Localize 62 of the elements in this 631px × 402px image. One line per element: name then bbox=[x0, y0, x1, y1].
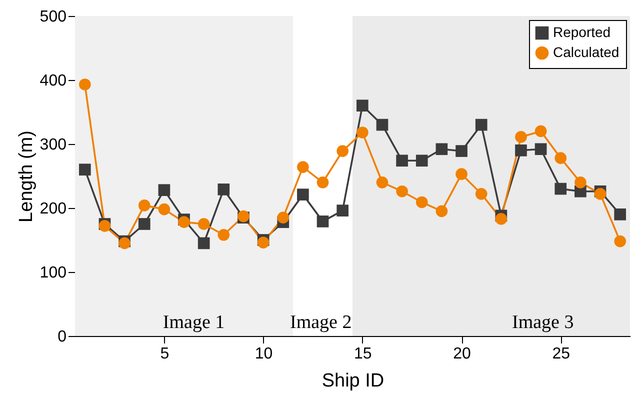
y-tick-label: 500 bbox=[40, 8, 67, 26]
point bbox=[297, 188, 309, 200]
point bbox=[495, 212, 508, 225]
point bbox=[376, 118, 388, 131]
point bbox=[515, 144, 527, 156]
x-tick-label: 15 bbox=[354, 346, 372, 362]
point bbox=[316, 176, 329, 188]
point bbox=[138, 200, 150, 212]
point bbox=[515, 131, 527, 143]
point bbox=[456, 168, 468, 180]
point bbox=[574, 176, 586, 188]
legend-label: Reported bbox=[553, 24, 611, 40]
point bbox=[218, 184, 230, 196]
point bbox=[218, 228, 230, 241]
x-tick-label: 10 bbox=[254, 346, 273, 362]
point bbox=[158, 184, 170, 196]
point bbox=[534, 143, 547, 156]
point bbox=[475, 188, 488, 200]
annotation: Image 1 bbox=[162, 312, 225, 333]
point bbox=[416, 196, 428, 208]
point bbox=[356, 100, 368, 112]
point bbox=[436, 205, 448, 218]
point bbox=[614, 208, 626, 220]
y-axis-title: Length (m) bbox=[16, 130, 37, 222]
point bbox=[316, 216, 329, 228]
legend-label: Calculated bbox=[553, 44, 620, 60]
y-tick-label: 200 bbox=[40, 200, 67, 218]
point bbox=[356, 126, 368, 138]
point bbox=[376, 176, 388, 188]
point bbox=[158, 203, 170, 216]
point bbox=[78, 78, 91, 90]
point bbox=[198, 237, 210, 250]
point bbox=[594, 188, 606, 200]
x-tick-label: 20 bbox=[453, 346, 472, 362]
y-tick-label: 100 bbox=[40, 264, 67, 282]
point bbox=[396, 185, 408, 198]
y-tick-label: 400 bbox=[40, 72, 67, 90]
point bbox=[138, 218, 150, 230]
y-tick-label: 300 bbox=[40, 136, 67, 154]
x-tick-label: 5 bbox=[160, 346, 170, 362]
point bbox=[178, 216, 190, 228]
point bbox=[396, 154, 408, 167]
y-tick-label: 0 bbox=[58, 328, 67, 346]
point bbox=[297, 161, 309, 173]
point bbox=[456, 145, 468, 157]
annotation: Image 2 bbox=[290, 312, 352, 333]
point bbox=[336, 204, 349, 216]
point bbox=[78, 164, 91, 176]
point bbox=[198, 218, 210, 230]
x-tick-label: 25 bbox=[552, 346, 570, 362]
x-axis-title: Ship ID bbox=[322, 370, 384, 392]
point bbox=[416, 154, 428, 167]
point bbox=[336, 145, 349, 157]
point bbox=[614, 235, 626, 248]
point bbox=[554, 182, 567, 195]
point bbox=[277, 212, 290, 224]
point bbox=[257, 236, 270, 248]
point bbox=[554, 152, 567, 164]
annotation: Image 3 bbox=[512, 312, 574, 333]
point bbox=[534, 125, 547, 138]
point bbox=[436, 143, 448, 156]
point bbox=[475, 118, 488, 131]
